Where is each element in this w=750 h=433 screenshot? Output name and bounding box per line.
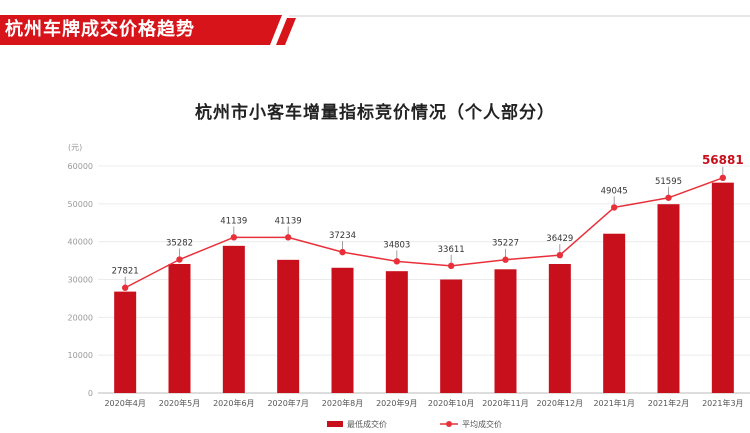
data-label: 35282	[166, 239, 193, 249]
x-tick-label: 2021年2月	[648, 398, 689, 408]
x-tick-label: 2020年12月	[537, 398, 584, 408]
legend-swatch-bar	[327, 421, 343, 427]
bar	[657, 204, 680, 393]
avg-price-point	[719, 174, 727, 182]
y-tick-label: 60000	[68, 162, 93, 171]
avg-price-point	[502, 256, 509, 263]
avg-price-point	[339, 248, 346, 256]
data-label: 36429	[546, 234, 573, 244]
data-label: 49045	[601, 186, 628, 196]
avg-price-point	[665, 194, 672, 201]
x-tick-label: 2020年5月	[159, 398, 200, 408]
x-tick-label: 2021年1月	[593, 398, 634, 408]
x-tick-label: 2021年3月	[702, 398, 743, 408]
data-label: 51595	[655, 177, 682, 187]
header-banner	[0, 15, 750, 45]
avg-price-point	[393, 258, 401, 265]
data-label: 41139	[275, 216, 302, 226]
avg-price-point	[121, 284, 129, 291]
y-tick-label: 40000	[68, 238, 93, 247]
y-tick-label: 20000	[68, 313, 93, 322]
y-tick-label: 50000	[68, 200, 93, 209]
data-label: 56881	[702, 153, 744, 167]
bar	[711, 182, 734, 393]
data-label: 37234	[329, 231, 356, 241]
bar	[168, 263, 191, 393]
x-tick-label: 2020年11月	[482, 398, 529, 408]
avg-price-point	[610, 204, 618, 211]
y-tick-label: 10000	[68, 351, 93, 360]
data-label: 35227	[492, 239, 519, 249]
data-label: 33611	[438, 245, 465, 255]
bar	[114, 291, 137, 393]
banner-title: 杭州车牌成交价格趋势	[5, 19, 195, 40]
bar	[548, 263, 571, 393]
data-label: 34803	[383, 240, 410, 250]
x-tick-label: 2020年8月	[322, 398, 363, 408]
x-tick-label: 2020年10月	[428, 398, 475, 408]
x-tick-label: 2020年4月	[104, 398, 145, 408]
bar	[494, 269, 517, 393]
bar	[440, 279, 463, 393]
avg-price-point	[556, 251, 564, 259]
avg-price-point	[176, 256, 183, 263]
avg-price-point	[447, 262, 455, 270]
bar	[331, 267, 354, 393]
bar	[603, 233, 626, 393]
y-axis-unit: (元)	[68, 143, 82, 152]
x-tick-label: 2020年6月	[213, 398, 254, 408]
y-tick-label: 0	[88, 389, 93, 398]
x-tick-label: 2020年9月	[376, 398, 417, 408]
legend-label: 平均成交价	[462, 419, 502, 429]
x-tick-label: 2020年7月	[267, 398, 308, 408]
bar	[222, 245, 245, 393]
bar	[277, 259, 300, 393]
bar	[385, 271, 408, 393]
avg-price-line	[124, 177, 724, 289]
data-label: 27821	[112, 267, 139, 277]
avg-price-point	[284, 234, 292, 241]
avg-price-point	[230, 234, 238, 241]
data-label: 41139	[220, 216, 247, 226]
chart-title: 杭州市小客车增量指标竞价情况（个人部分）	[195, 103, 555, 123]
legend-label: 最低成交价	[347, 419, 387, 429]
legend-swatch-marker	[446, 421, 452, 427]
y-tick-label: 30000	[68, 276, 93, 285]
